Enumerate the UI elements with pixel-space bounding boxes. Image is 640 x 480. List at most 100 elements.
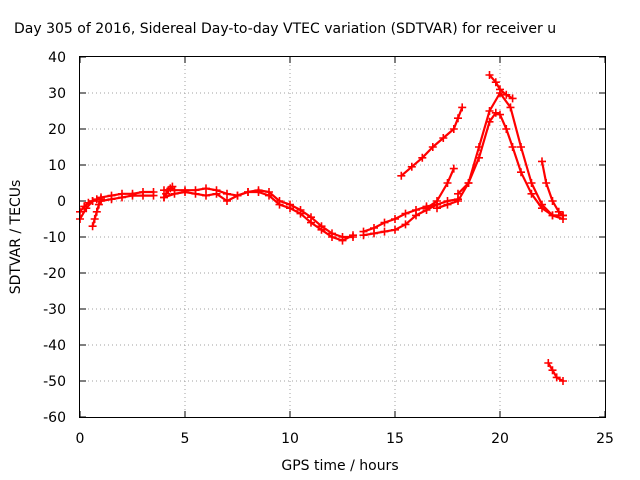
data-point	[527, 189, 536, 198]
data-point	[491, 108, 500, 117]
data-series	[76, 71, 567, 385]
axis-ticks: 0 5 10 15 20 25 -60 -50 -40 -30 -20 -10 0 10 20 30 40	[43, 50, 614, 447]
data-point	[233, 191, 242, 200]
data-point	[88, 197, 97, 205]
data-point	[170, 189, 179, 198]
y-tick-label: -60	[43, 410, 66, 426]
data-point	[548, 211, 557, 220]
data-point	[338, 236, 347, 245]
data-point	[92, 207, 101, 216]
data-point	[307, 218, 315, 227]
data-point	[538, 200, 546, 209]
data-point	[548, 197, 557, 205]
data-point	[538, 157, 546, 166]
data-point	[88, 222, 97, 231]
y-axis-label: SDTVAR / TECUs	[8, 180, 24, 295]
y-tick-label: 10	[48, 158, 66, 174]
data-point	[554, 207, 563, 216]
data-point	[407, 162, 416, 171]
data-point	[401, 220, 410, 229]
data-point	[527, 179, 536, 187]
data-point	[212, 189, 221, 198]
data-point	[454, 197, 462, 205]
data-point	[517, 143, 525, 151]
data-point	[502, 125, 511, 133]
y-tick-label: -40	[43, 338, 66, 354]
y-tick-label: -50	[43, 374, 66, 390]
data-point	[397, 171, 406, 180]
data-point	[559, 211, 567, 220]
data-point	[433, 197, 441, 205]
data-point	[191, 189, 200, 198]
y-tick-label: 0	[57, 194, 66, 210]
data-point	[496, 110, 504, 119]
data-point	[458, 103, 467, 112]
data-point	[464, 179, 473, 187]
data-point	[454, 189, 462, 198]
series-arc-o	[538, 157, 567, 220]
data-point	[296, 209, 305, 218]
data-point	[128, 191, 137, 200]
data-point	[254, 188, 263, 196]
x-tick-label: 25	[596, 431, 614, 447]
data-point	[552, 373, 561, 382]
x-axis-label: GPS time / hours	[281, 458, 398, 474]
data-point	[391, 215, 399, 223]
x-tick-label: 0	[76, 431, 85, 447]
data-point	[496, 85, 504, 94]
data-point	[439, 134, 448, 142]
series-arc-g	[160, 182, 177, 202]
data-point	[475, 143, 483, 151]
data-point	[506, 103, 515, 112]
plot-frame	[79, 56, 606, 418]
data-point	[508, 94, 517, 103]
data-point	[97, 197, 105, 205]
data-point	[370, 229, 378, 238]
x-tick-label: 10	[281, 431, 299, 447]
data-point	[412, 211, 420, 220]
series-arc-n	[485, 71, 517, 103]
series-line	[162, 190, 355, 242]
data-point	[349, 231, 357, 240]
y-tick-label: 40	[48, 50, 66, 66]
data-point	[328, 233, 336, 241]
y-tick-label: -20	[43, 266, 66, 282]
data-point	[168, 182, 177, 191]
data-point	[80, 202, 89, 211]
data-point	[559, 377, 567, 385]
data-point	[223, 189, 231, 198]
data-point	[317, 225, 326, 234]
data-point	[544, 359, 553, 367]
y-tick-label: -30	[43, 302, 66, 318]
data-point	[139, 191, 147, 200]
data-point	[454, 114, 462, 123]
data-point	[428, 143, 437, 151]
data-point	[359, 231, 368, 240]
series-line	[362, 198, 460, 233]
data-point	[84, 198, 93, 207]
series-arc-p	[544, 359, 567, 385]
data-point	[449, 164, 458, 173]
data-point	[401, 209, 410, 218]
data-point	[542, 179, 551, 187]
series-arc-k	[422, 164, 458, 213]
data-point	[449, 125, 458, 133]
series-arc-l	[454, 108, 567, 220]
y-tick-label: 30	[48, 86, 66, 102]
data-point	[508, 143, 517, 151]
data-point	[418, 153, 427, 162]
data-point	[502, 90, 511, 99]
data-point	[433, 204, 441, 213]
chart-title: Day 305 of 2016, Sidereal Day-to-day VTE…	[14, 21, 556, 37]
data-point	[244, 188, 252, 196]
series-arc-h	[359, 195, 462, 236]
data-point	[275, 200, 284, 209]
data-point	[517, 168, 525, 177]
data-point	[118, 193, 126, 202]
data-point	[422, 204, 431, 213]
data-point	[380, 218, 389, 227]
x-tick-label: 5	[181, 431, 190, 447]
data-point	[286, 204, 294, 213]
series-arc-f	[160, 188, 357, 245]
